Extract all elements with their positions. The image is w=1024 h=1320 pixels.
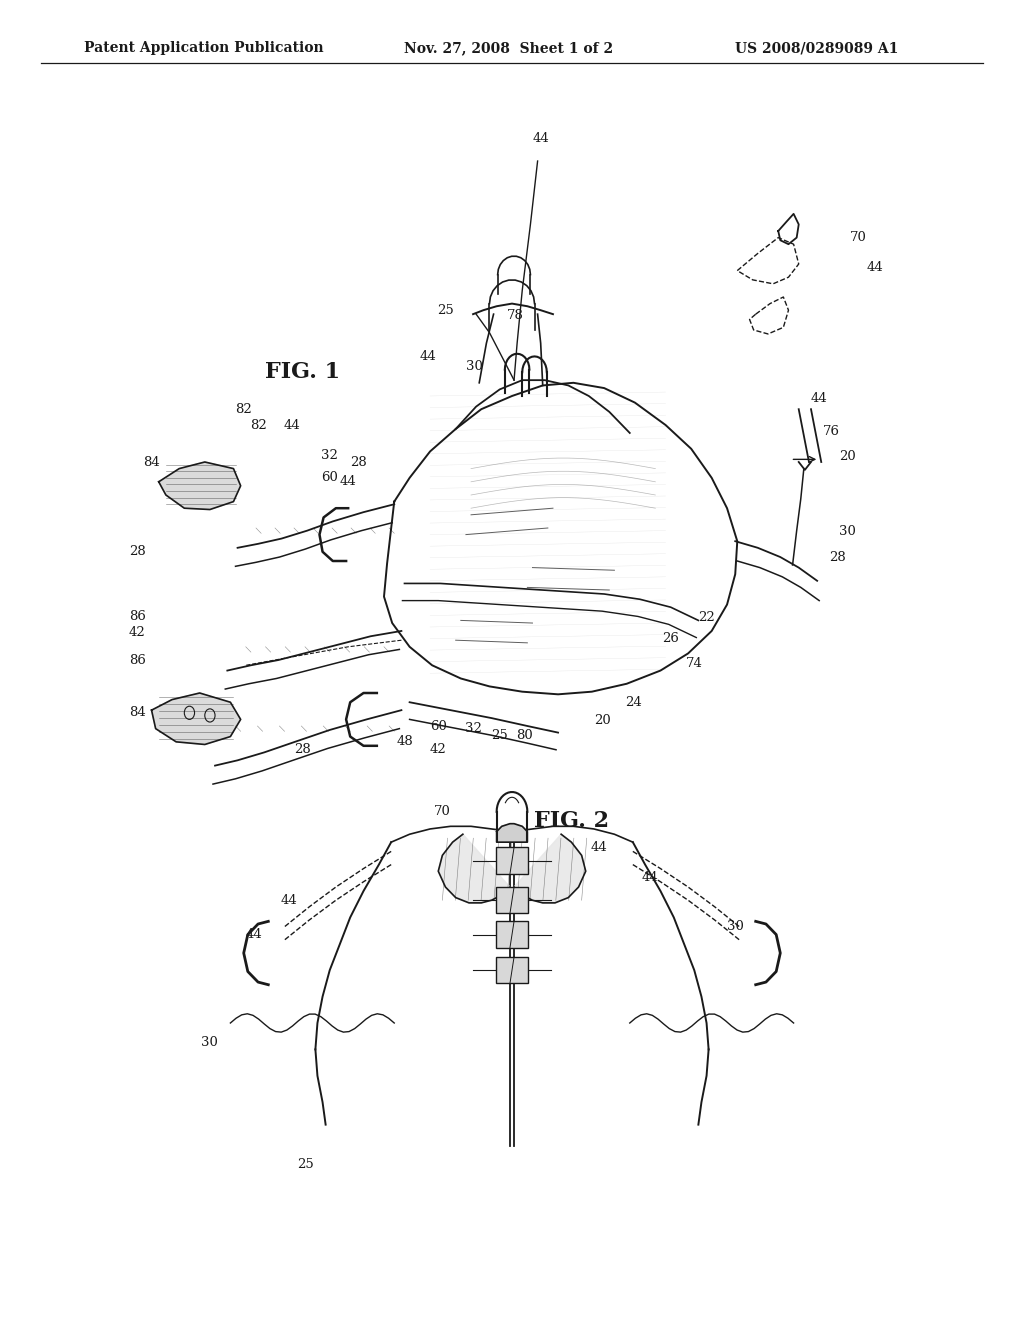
Text: 44: 44: [591, 841, 607, 854]
Text: 28: 28: [829, 550, 846, 564]
Text: 70: 70: [850, 231, 866, 244]
Text: 32: 32: [322, 449, 338, 462]
Text: 74: 74: [686, 657, 702, 671]
Text: 80: 80: [516, 729, 532, 742]
Text: 44: 44: [866, 261, 883, 275]
Text: 48: 48: [396, 735, 413, 748]
Bar: [496, 887, 528, 913]
Text: 44: 44: [281, 894, 297, 907]
Polygon shape: [159, 462, 241, 510]
Text: 30: 30: [840, 525, 856, 539]
Text: 84: 84: [129, 706, 145, 719]
Text: 60: 60: [430, 719, 446, 733]
Text: FIG. 2: FIG. 2: [534, 810, 609, 832]
Text: 60: 60: [322, 471, 338, 484]
Text: 24: 24: [626, 696, 642, 709]
Text: 28: 28: [350, 455, 367, 469]
Polygon shape: [152, 693, 241, 744]
Text: 30: 30: [466, 360, 482, 374]
Text: 44: 44: [420, 350, 436, 363]
Text: Nov. 27, 2008  Sheet 1 of 2: Nov. 27, 2008 Sheet 1 of 2: [404, 41, 613, 55]
Bar: [496, 847, 528, 874]
Text: 22: 22: [698, 611, 715, 624]
Text: 82: 82: [236, 403, 252, 416]
Text: 26: 26: [663, 632, 679, 645]
Text: 78: 78: [507, 309, 523, 322]
Text: 44: 44: [246, 928, 262, 941]
Text: 30: 30: [727, 920, 743, 933]
Bar: [496, 957, 528, 983]
Polygon shape: [497, 824, 527, 842]
Text: 28: 28: [129, 545, 145, 558]
Text: 30: 30: [202, 1036, 218, 1049]
Text: 20: 20: [594, 714, 610, 727]
Text: 25: 25: [492, 729, 508, 742]
Text: 76: 76: [823, 425, 840, 438]
Text: 86: 86: [129, 653, 145, 667]
Text: 70: 70: [434, 805, 451, 818]
Text: 44: 44: [532, 132, 549, 145]
Text: 86: 86: [129, 610, 145, 623]
Text: 42: 42: [129, 626, 145, 639]
Text: 44: 44: [642, 871, 658, 884]
Polygon shape: [438, 834, 510, 903]
Text: 84: 84: [143, 455, 160, 469]
Text: US 2008/0289089 A1: US 2008/0289089 A1: [735, 41, 899, 55]
Text: 82: 82: [250, 418, 266, 432]
Text: 20: 20: [840, 450, 856, 463]
Text: 28: 28: [294, 743, 310, 756]
Text: 42: 42: [430, 743, 446, 756]
Text: FIG. 1: FIG. 1: [264, 362, 340, 383]
Text: 44: 44: [811, 392, 827, 405]
Bar: [496, 921, 528, 948]
Text: 44: 44: [284, 418, 300, 432]
Text: 44: 44: [340, 475, 356, 488]
Text: 25: 25: [297, 1158, 313, 1171]
Polygon shape: [514, 834, 586, 903]
Text: 32: 32: [465, 722, 481, 735]
Text: Patent Application Publication: Patent Application Publication: [84, 41, 324, 55]
Text: 25: 25: [437, 304, 454, 317]
